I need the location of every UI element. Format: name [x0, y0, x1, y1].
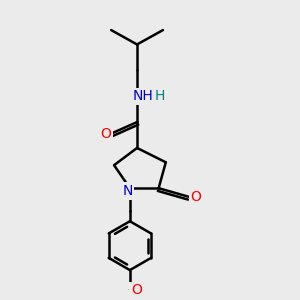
Text: NH: NH — [133, 89, 154, 103]
Text: H: H — [154, 89, 165, 103]
Text: O: O — [190, 190, 201, 204]
Text: O: O — [100, 127, 111, 141]
Text: N: N — [122, 184, 133, 198]
Text: O: O — [131, 283, 142, 297]
